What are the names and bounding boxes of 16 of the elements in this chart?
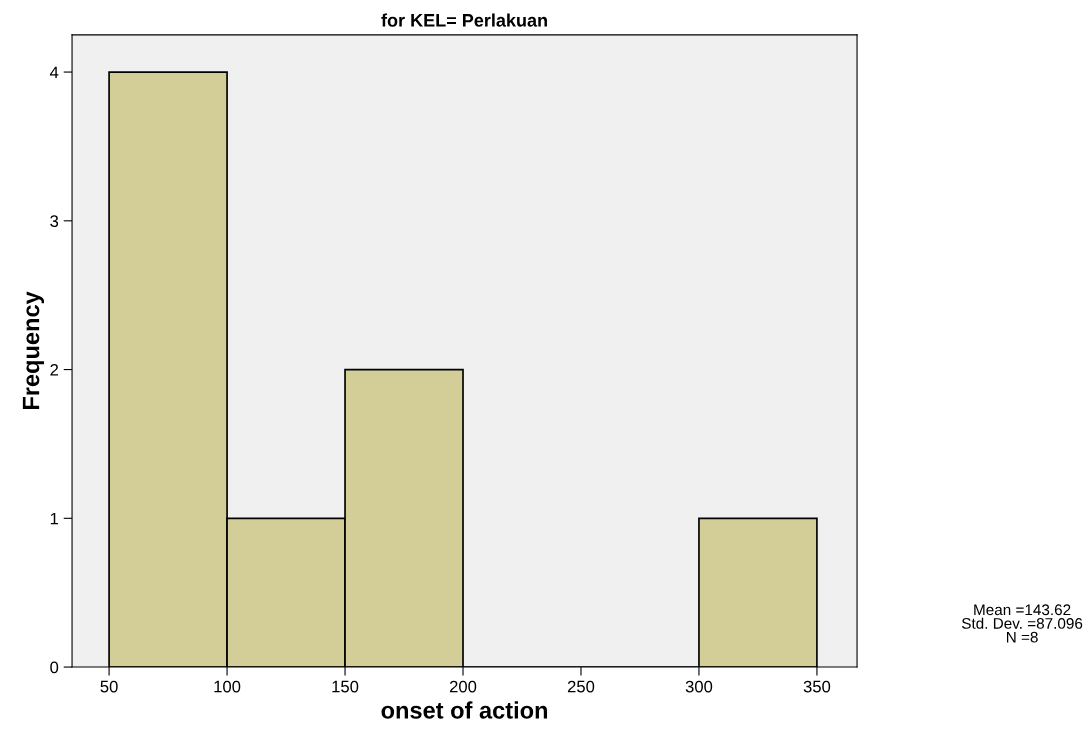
y-tick-label: 4 <box>49 66 59 79</box>
y-tick-label: 1 <box>50 512 59 525</box>
x-tick-label: 100 <box>214 680 241 693</box>
text: Mean =143.62 Std. Dev. =87.096 N =8 <box>961 604 1083 643</box>
y-axis-title: Frequency <box>22 291 45 410</box>
y-tick-label: 3 <box>50 215 59 228</box>
x-tick-label: 250 <box>567 680 595 693</box>
x-tick-label: 300 <box>685 680 713 693</box>
chart-title: for KEL= Perlakuan <box>381 13 547 27</box>
x-axis-title: onset of action <box>381 701 548 719</box>
y-tick-label: 2 <box>50 363 59 376</box>
x-tick-label: 150 <box>332 680 359 693</box>
x-tick-label: 50 <box>100 680 118 693</box>
x-tick-label: 350 <box>803 680 831 693</box>
x-tick-label: 200 <box>449 680 477 693</box>
y-tick-label: 0 <box>50 661 59 674</box>
